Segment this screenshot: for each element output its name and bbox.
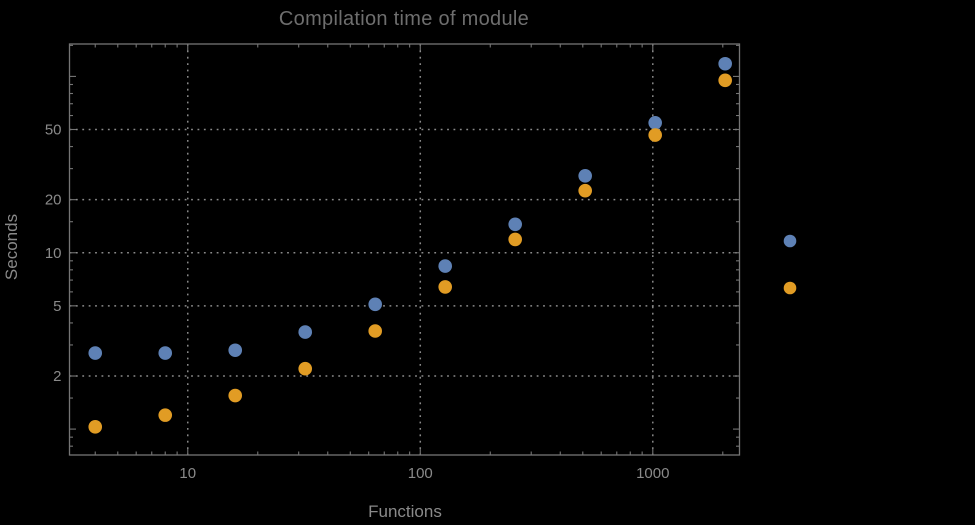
data-point-series-2-orange-x4 [88, 420, 103, 434]
data-point-series-2-orange-x512 [578, 183, 592, 198]
data-point-series-1-blue-x256 [508, 217, 523, 232]
data-point-series-1-blue-x4 [88, 346, 103, 360]
data-point-series-2-orange-x16 [228, 388, 243, 403]
data-point-series-2-orange-x256 [508, 232, 523, 247]
x-axis-label: Functions [368, 502, 442, 521]
data-point-series-2-orange-x8 [158, 408, 173, 422]
data-point-series-1-blue-x16 [228, 343, 243, 358]
plot-frame [68, 43, 741, 456]
data-point-series-1-blue-x64 [368, 297, 383, 312]
legend-marker-2 [783, 281, 797, 295]
data-point-series-1-blue-x32 [298, 325, 313, 339]
data-point-series-1-blue-x1024 [648, 115, 662, 130]
gridlines [69, 44, 740, 455]
legend [783, 234, 797, 295]
data-point-series-2-orange-x32 [298, 361, 313, 376]
y-tick-label-5: 5 [53, 298, 61, 315]
y-tick-label-10: 10 [45, 245, 62, 262]
y-tick-label-20: 20 [45, 192, 62, 209]
data-point-series-2-orange-x128 [438, 280, 453, 294]
data-points [88, 56, 732, 434]
chart-title: Compilation time of module [279, 8, 529, 30]
data-point-series-1-blue-x512 [578, 169, 592, 183]
frame-rect [68, 43, 741, 456]
data-point-series-2-orange-x2048 [718, 73, 732, 88]
x-tick-label-100: 100 [408, 465, 433, 482]
y-tick-label-2: 2 [53, 368, 61, 385]
data-point-series-2-orange-x64 [368, 324, 383, 338]
y-axis-label: Seconds [2, 214, 21, 280]
x-tick-labels: 10 100 1000 [179, 465, 669, 482]
data-point-series-1-blue-x8 [158, 346, 173, 360]
y-tick-label-50: 50 [45, 122, 62, 139]
x-tick-label-10: 10 [179, 465, 196, 482]
data-point-series-2-orange-x1024 [648, 128, 662, 142]
x-tick-label-1000: 1000 [636, 465, 669, 482]
legend-marker-1 [783, 234, 797, 248]
data-point-series-1-blue-x2048 [718, 56, 732, 71]
data-point-series-1-blue-x128 [438, 259, 453, 273]
axis-ticks [69, 44, 740, 455]
y-tick-labels: 2 5 10 20 50 [45, 122, 62, 386]
